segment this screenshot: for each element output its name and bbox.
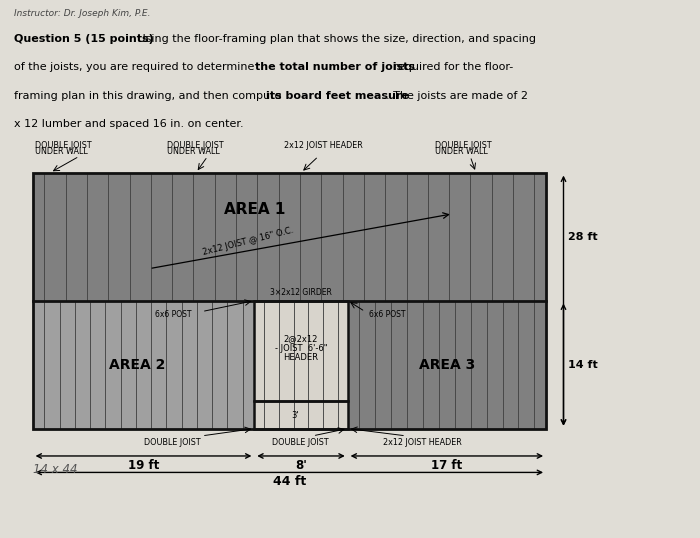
Text: 17 ft: 17 ft: [431, 459, 463, 472]
Bar: [33, 173, 546, 301]
Bar: [33, 301, 254, 429]
Text: 44 ft: 44 ft: [273, 475, 306, 488]
Text: AREA 2: AREA 2: [109, 358, 166, 372]
Text: 3': 3': [291, 411, 299, 420]
Text: 8': 8': [295, 459, 307, 472]
Text: 6x6 POST: 6x6 POST: [155, 310, 192, 319]
Bar: [33, 173, 546, 429]
Text: Using the floor-framing plan that shows the size, direction, and spacing: Using the floor-framing plan that shows …: [134, 34, 536, 44]
Text: x 12 lumber and spaced 16 in. on center.: x 12 lumber and spaced 16 in. on center.: [14, 119, 244, 129]
Text: HEADER: HEADER: [284, 353, 318, 362]
Text: AREA 1: AREA 1: [223, 202, 285, 217]
Text: UNDER WALL: UNDER WALL: [435, 147, 488, 156]
Text: 19 ft: 19 ft: [128, 459, 159, 472]
Text: AREA 3: AREA 3: [419, 358, 475, 372]
Text: 2@2x12: 2@2x12: [284, 335, 318, 343]
Text: 28 ft: 28 ft: [568, 232, 598, 242]
Bar: [348, 301, 546, 429]
Bar: [254, 401, 348, 429]
Text: DOUBLE JOIST: DOUBLE JOIST: [272, 438, 328, 447]
Text: the total number of joists: the total number of joists: [256, 62, 415, 72]
Text: DOUBLE JOIST: DOUBLE JOIST: [35, 141, 92, 150]
Text: UNDER WALL: UNDER WALL: [35, 147, 88, 156]
Text: 6x6 POST: 6x6 POST: [369, 310, 405, 319]
Text: Question 5 (15 points): Question 5 (15 points): [14, 34, 153, 44]
Text: of the joists, you are required to determine: of the joists, you are required to deter…: [14, 62, 258, 72]
Text: framing plan in this drawing, and then compute: framing plan in this drawing, and then c…: [14, 90, 285, 101]
Text: . The joists are made of 2: . The joists are made of 2: [386, 90, 528, 101]
Text: 2x12 JOIST HEADER: 2x12 JOIST HEADER: [284, 141, 363, 150]
Text: UNDER WALL: UNDER WALL: [167, 147, 220, 156]
Text: 2x12 JOIST HEADER: 2x12 JOIST HEADER: [383, 438, 461, 447]
Text: DOUBLE JOIST: DOUBLE JOIST: [435, 141, 492, 150]
Text: Instructor: Dr. Joseph Kim, P.E.: Instructor: Dr. Joseph Kim, P.E.: [14, 9, 150, 18]
Text: required for the floor-: required for the floor-: [391, 62, 514, 72]
Text: its board feet measure: its board feet measure: [265, 90, 409, 101]
Text: - JOIST  6'-6": - JOIST 6'-6": [274, 344, 328, 352]
Text: 14 ft: 14 ft: [568, 359, 598, 370]
Text: 3×2x12 GIRDER: 3×2x12 GIRDER: [270, 288, 332, 298]
Bar: [254, 301, 348, 401]
Text: 14 x 44: 14 x 44: [33, 463, 77, 476]
Text: DOUBLE JOIST: DOUBLE JOIST: [144, 438, 200, 447]
Text: DOUBLE JOIST: DOUBLE JOIST: [167, 141, 223, 150]
Bar: [254, 401, 348, 429]
Bar: [254, 301, 348, 401]
Text: 2x12 JOIST @ 16" O.C.: 2x12 JOIST @ 16" O.C.: [202, 225, 295, 257]
